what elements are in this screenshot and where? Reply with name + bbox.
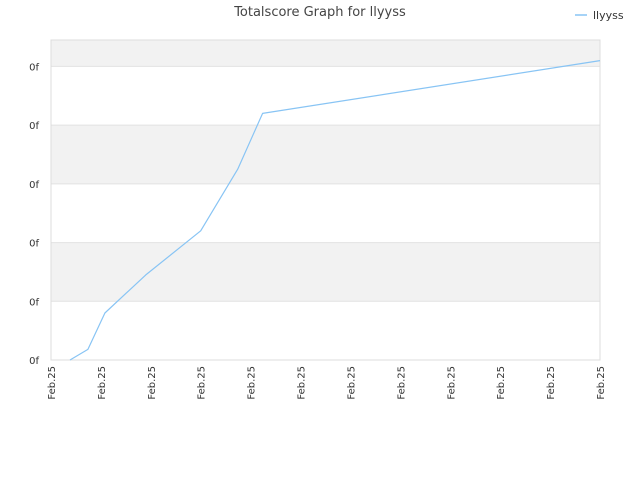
- plot-band: [51, 66, 600, 126]
- plot-background-bands: [51, 40, 600, 360]
- x-axis-tick-labels: Feb.25 Feb.25 Feb.25 Feb.25 Feb.25 Feb.25 Feb.…: [47, 366, 607, 400]
- x-tick-label: Feb.25: [446, 366, 457, 400]
- plot-band: [51, 242, 600, 302]
- y-tick-label: 0f: [29, 62, 39, 73]
- x-tick-label: Feb.25: [97, 366, 108, 400]
- x-tick-label: Feb.25: [297, 366, 308, 400]
- plot-border: [50, 39, 601, 361]
- plot-band: [51, 125, 600, 184]
- x-tick-label: Feb.25: [247, 366, 258, 400]
- y-tick-label: 0f: [29, 297, 39, 308]
- legend-label-llyyss: llyyss: [593, 9, 624, 22]
- x-tick-label: Feb.25: [47, 366, 58, 400]
- x-tick-label: Feb.25: [396, 366, 407, 400]
- x-tick-label: Feb.25: [197, 366, 208, 400]
- x-tick-label: Feb.25: [346, 366, 357, 400]
- legend: llyyss: [575, 9, 624, 22]
- x-tick-label: Feb.25: [596, 366, 607, 400]
- series-lines: [69, 60, 601, 361]
- x-tick-label: Feb.25: [496, 366, 507, 400]
- series-line-llyyss: [69, 60, 601, 361]
- y-axis-tick-labels: 0f 0f 0f 0f 0f 0f: [29, 62, 39, 367]
- y-tick-label: 0f: [29, 356, 39, 367]
- chart-title: Totalscore Graph for llyyss: [233, 5, 406, 20]
- plot-band: [51, 183, 600, 243]
- y-tick-label: 0f: [29, 239, 39, 250]
- y-tick-label: 0f: [29, 121, 39, 132]
- y-tick-label: 0f: [29, 180, 39, 191]
- x-tick-label: Feb.25: [546, 366, 557, 400]
- plot-band: [51, 301, 600, 360]
- x-tick-label: Feb.25: [147, 366, 158, 400]
- plot-band: [51, 40, 600, 67]
